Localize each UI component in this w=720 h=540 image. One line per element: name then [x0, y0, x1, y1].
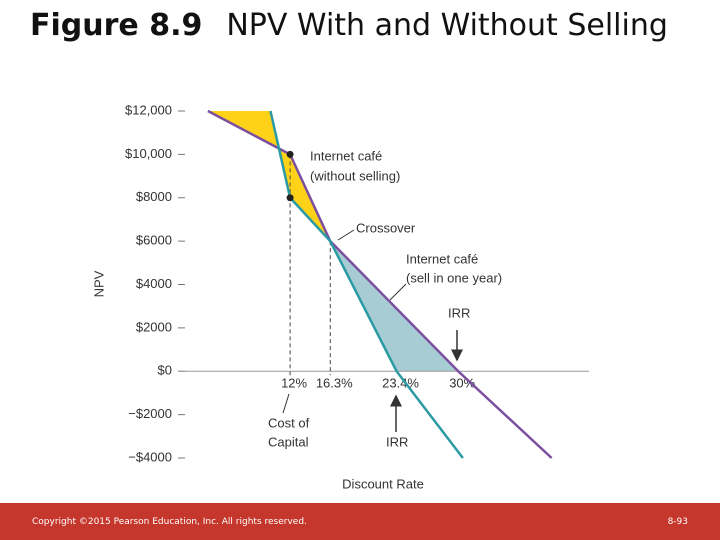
footer: Copyright ©2015 Pearson Education, Inc. … — [0, 503, 720, 540]
point — [286, 150, 294, 158]
annotation: IRR — [448, 305, 470, 320]
series-line — [269, 110, 464, 459]
shaded-area — [207, 111, 331, 242]
annotation: (sell in one year) — [406, 270, 502, 285]
y-tick-label: $6000 — [136, 233, 172, 248]
figure-title: NPV With and Without Selling — [226, 8, 668, 43]
y-tick-label: −$2000 — [128, 406, 172, 421]
leader — [337, 229, 355, 241]
annotation: Crossover — [356, 220, 416, 235]
figure-number: Figure 8.9 — [30, 8, 203, 43]
y-tick-label: −$4000 — [128, 449, 172, 464]
annotation: (without selling) — [310, 168, 400, 183]
y-tick-label: $12,000 — [125, 102, 172, 117]
annotation: Cost of — [268, 415, 310, 430]
point — [286, 194, 294, 202]
rate-label: 16.3% — [316, 375, 353, 390]
annotation: Internet café — [406, 251, 478, 266]
annotation: IRR — [386, 434, 408, 449]
annotation: Internet café — [310, 148, 382, 163]
y-tick-label: $4000 — [136, 276, 172, 291]
title: Figure 8.9 NPV With and Without Selling — [30, 6, 670, 46]
y-tick-label: $8000 — [136, 189, 172, 204]
rate-label: 30% — [449, 375, 475, 390]
y-axis-label: NPV — [91, 270, 106, 297]
y-tick-label: $10,000 — [125, 146, 172, 161]
rate-label: 23.4% — [382, 375, 419, 390]
chart: NPV Discount Rate Internet café (without… — [91, 102, 589, 491]
y-tick-label: $0 — [158, 363, 172, 378]
page-number: 8-93 — [667, 517, 688, 527]
annotation: Capital — [268, 434, 309, 449]
y-tick-label: $2000 — [136, 319, 172, 334]
copyright: Copyright ©2015 Pearson Education, Inc. … — [32, 517, 307, 527]
leader — [389, 283, 407, 301]
leader — [282, 393, 290, 414]
x-axis-label: Discount Rate — [342, 476, 424, 491]
rate-label: 12% — [281, 375, 307, 390]
